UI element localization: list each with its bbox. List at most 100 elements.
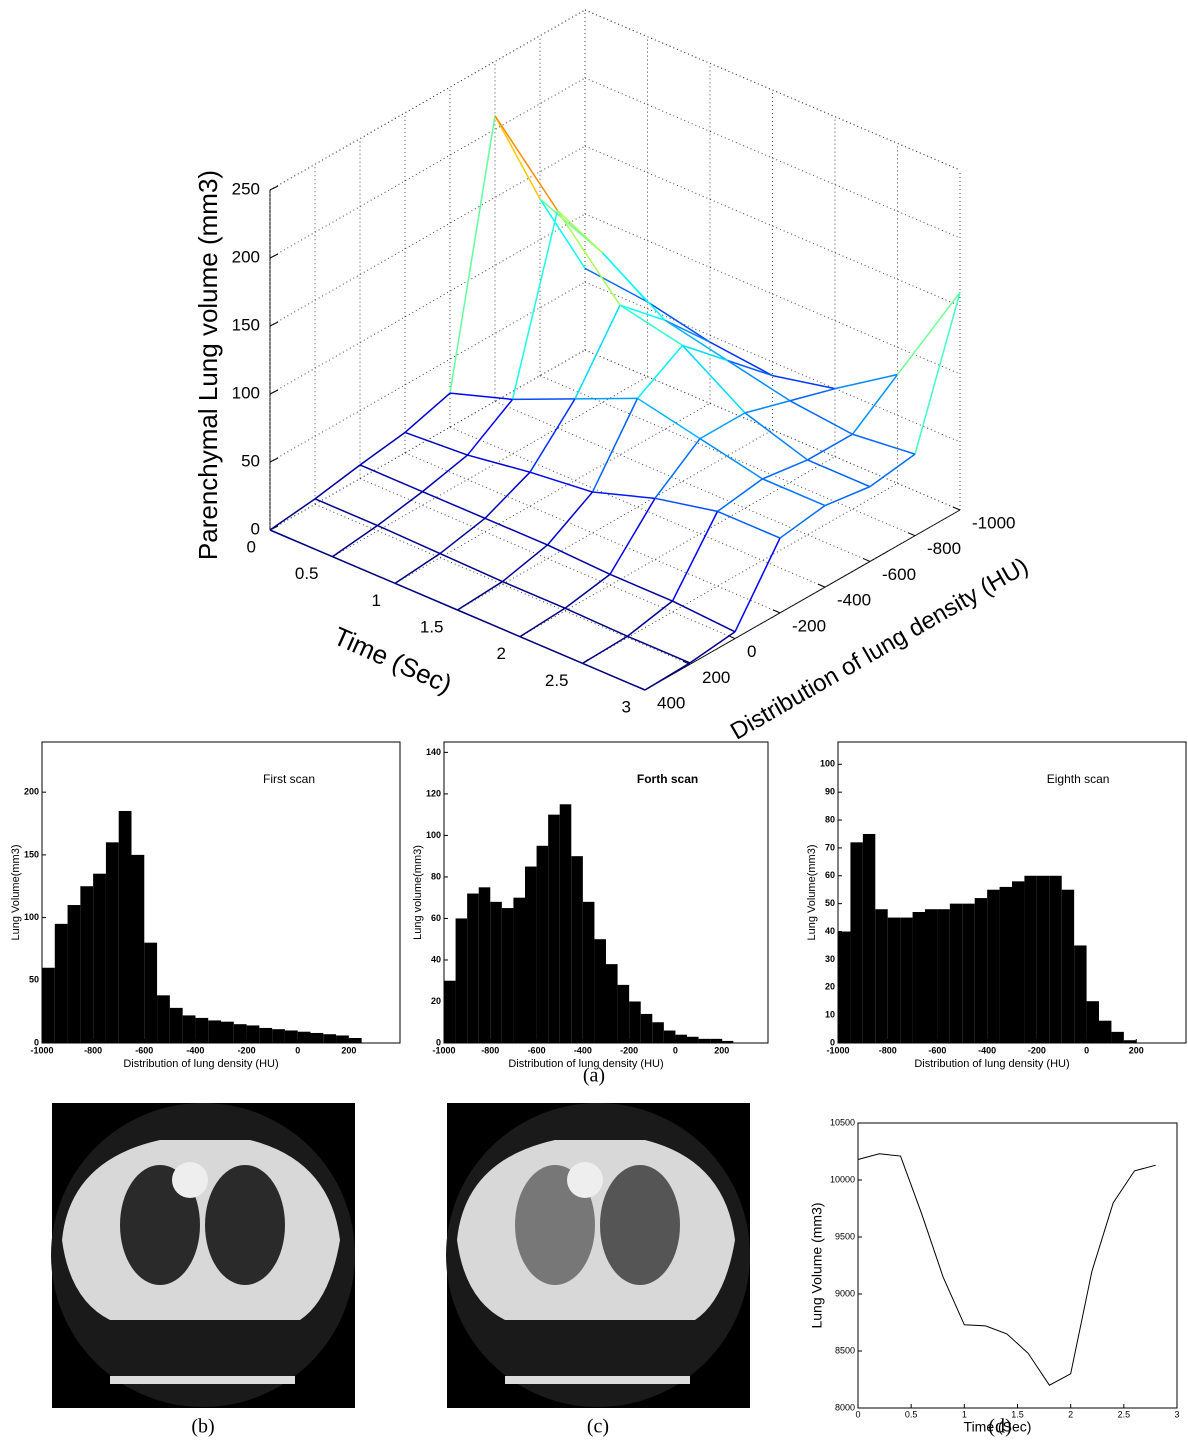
surface-edge <box>574 397 638 400</box>
surface-edge <box>762 459 808 480</box>
surface-edge <box>484 517 548 546</box>
bar <box>887 917 901 1043</box>
bar <box>629 1001 641 1043</box>
surface-edge <box>359 431 406 466</box>
x-axis-label: Time (Sec) <box>964 1419 1032 1435</box>
surface-edge <box>547 544 611 576</box>
bar <box>617 984 630 1043</box>
y-tick-label: 9500 <box>835 1231 855 1241</box>
y-axis-label: Lung Volume(mm3) <box>10 845 22 941</box>
bar <box>698 1038 711 1043</box>
surface-edge <box>789 400 853 435</box>
tick-mark <box>269 321 279 327</box>
surface-edge <box>689 631 736 664</box>
surface-edge <box>377 491 423 527</box>
x-tick-label: 1.5 <box>1011 1409 1024 1419</box>
z-tick-label: 200 <box>232 247 260 266</box>
surface-edge <box>869 453 916 488</box>
x-tick-label: -600 <box>928 1045 946 1055</box>
y-tick-label: 9000 <box>835 1288 855 1298</box>
surface-edge <box>494 115 559 211</box>
surface-edge <box>511 210 559 400</box>
y-tick-label: 100 <box>820 759 835 769</box>
y-tick-label: -600 <box>882 565 916 584</box>
y-tick-label: 60 <box>431 913 441 923</box>
x-tick-label: -1000 <box>432 1045 455 1055</box>
surface-edge <box>457 580 503 611</box>
x-tick-label: 1 <box>372 591 381 610</box>
surface-edge <box>404 392 451 434</box>
bar <box>93 873 106 1043</box>
bar <box>1111 1031 1124 1043</box>
y-tick-label: -800 <box>927 539 961 558</box>
surface-edge <box>439 552 503 583</box>
surface-edge <box>772 374 836 390</box>
surface-edge <box>601 252 666 321</box>
bar <box>467 893 479 1043</box>
y-tick-label: 20 <box>431 996 441 1006</box>
annotation: Forth scan <box>637 772 698 786</box>
y-tick-label: 400 <box>657 693 685 712</box>
y-tick-label: -200 <box>792 616 826 635</box>
tick-mark <box>862 557 871 562</box>
surface-edge <box>592 491 656 500</box>
y-tick-label: 200 <box>24 787 39 797</box>
bar <box>594 939 606 1043</box>
grid-line <box>519 456 836 638</box>
bar <box>118 810 132 1043</box>
surface-edge <box>762 478 826 507</box>
x-tick-label: 0 <box>673 1045 678 1055</box>
surface-edge <box>269 529 333 558</box>
x-tick-label: 3 <box>1174 1409 1179 1419</box>
bar <box>131 854 145 1043</box>
surface-edge <box>529 398 576 473</box>
x-tick-label: -400 <box>574 1045 592 1055</box>
y-tick-label: -1000 <box>972 513 1015 532</box>
ct-image <box>446 1103 750 1408</box>
surface-edge <box>851 374 899 435</box>
x-tick-label: 2 <box>1068 1409 1073 1419</box>
ct-image <box>51 1103 355 1408</box>
bar <box>900 917 913 1043</box>
x-tick-label: 0 <box>247 537 256 556</box>
bar <box>259 1027 273 1043</box>
tick-mark <box>269 253 279 259</box>
x-tick-label: 0.5 <box>295 564 319 583</box>
x-tick-label: 2 <box>497 644 506 663</box>
surface-edge <box>584 267 648 303</box>
surface-edge <box>422 490 486 519</box>
surface-edge <box>619 304 666 321</box>
x-tick-label: -800 <box>879 1045 897 1055</box>
x-tick-label: -800 <box>84 1045 102 1055</box>
annotation: First scan <box>263 772 315 786</box>
bar <box>606 964 618 1043</box>
surface-edge <box>654 497 718 513</box>
x-tick-label: 3 <box>622 697 631 716</box>
x-tick-label: 200 <box>714 1045 729 1055</box>
surface-edge <box>574 304 621 400</box>
bar <box>336 1035 349 1043</box>
line-chart: 0 0.5 1 1.5 2 2.5 3 8000 8500 9000 9500 10000 10500 T… <box>809 1117 1180 1434</box>
grid-line <box>394 402 711 584</box>
grid-line <box>404 452 781 614</box>
y-tick-label: 120 <box>426 788 441 798</box>
surface-edge <box>654 438 701 499</box>
surface-edge <box>709 341 773 377</box>
y-tick-label: 30 <box>825 954 835 964</box>
x-tick-label: -1000 <box>30 1045 53 1055</box>
bar <box>54 923 68 1043</box>
caption: (b) <box>191 1416 214 1438</box>
grid-line <box>332 376 648 558</box>
surface-edge <box>377 524 441 555</box>
bar <box>182 1015 196 1043</box>
surface-edge <box>896 291 961 375</box>
surface-edge <box>539 198 586 269</box>
x-tick-label: 1.5 <box>420 617 444 636</box>
bar <box>272 1029 285 1043</box>
bar <box>513 897 525 1043</box>
tick-mark <box>907 532 916 537</box>
y-tick-label: 50 <box>825 898 835 908</box>
surface-edge <box>494 115 541 200</box>
bar <box>144 942 158 1043</box>
grid-line <box>582 482 898 664</box>
